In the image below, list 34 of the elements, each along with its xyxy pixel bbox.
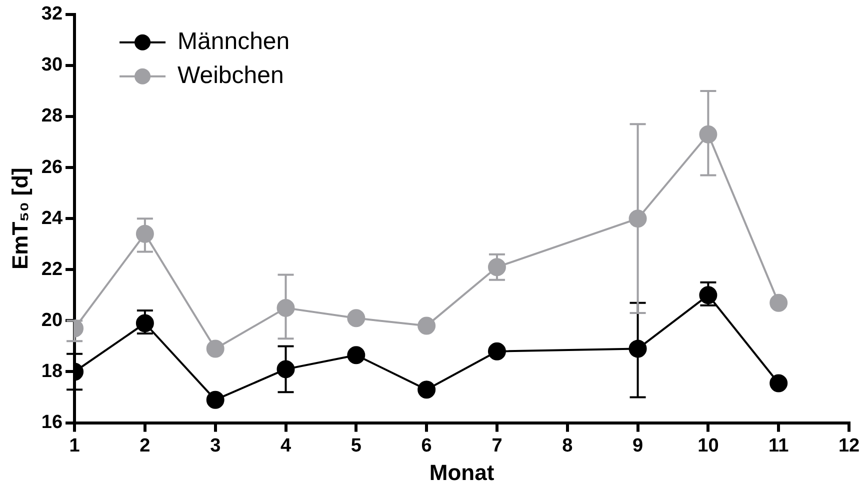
y-axis-title: EmT₅₀ [d]: [7, 168, 32, 270]
x-tick-label: 10: [698, 435, 719, 456]
point: [418, 316, 436, 335]
legend-label: Weibchen: [178, 62, 284, 90]
x-tick-label: 6: [421, 435, 432, 456]
point: [770, 374, 788, 392]
point: [206, 340, 224, 358]
y-tick-label: 32: [41, 4, 63, 25]
point: [770, 294, 788, 312]
x-tick-label: 5: [350, 435, 362, 456]
x-tick-label: 7: [492, 435, 502, 456]
y-tick-label: 22: [41, 258, 63, 280]
x-tick-label: 3: [210, 435, 221, 456]
y-tick-label: 24: [41, 208, 63, 229]
x-tick-label: 1: [69, 435, 80, 456]
x-tick-label: 12: [838, 435, 860, 456]
y-tick-label: 26: [41, 156, 63, 178]
y-tick-label: 16: [41, 412, 63, 434]
x-axis-title: Monat: [429, 460, 495, 485]
x-tick-label: 9: [632, 435, 644, 456]
y-tick-label: 18: [41, 360, 63, 382]
point: [418, 380, 436, 399]
y-tick-label: 20: [41, 310, 63, 331]
point: [347, 309, 366, 328]
x-tick-label: 2: [140, 435, 150, 456]
point: [347, 346, 366, 364]
x-tick-label: 8: [562, 435, 573, 456]
x-tick-label: 11: [768, 435, 790, 456]
y-tick-label: 30: [41, 54, 63, 76]
point: [488, 342, 506, 360]
x-tick-label: 4: [280, 435, 292, 456]
legend-label: Männchen: [178, 28, 290, 56]
point: [206, 390, 224, 409]
y-tick-label: 28: [41, 106, 63, 127]
